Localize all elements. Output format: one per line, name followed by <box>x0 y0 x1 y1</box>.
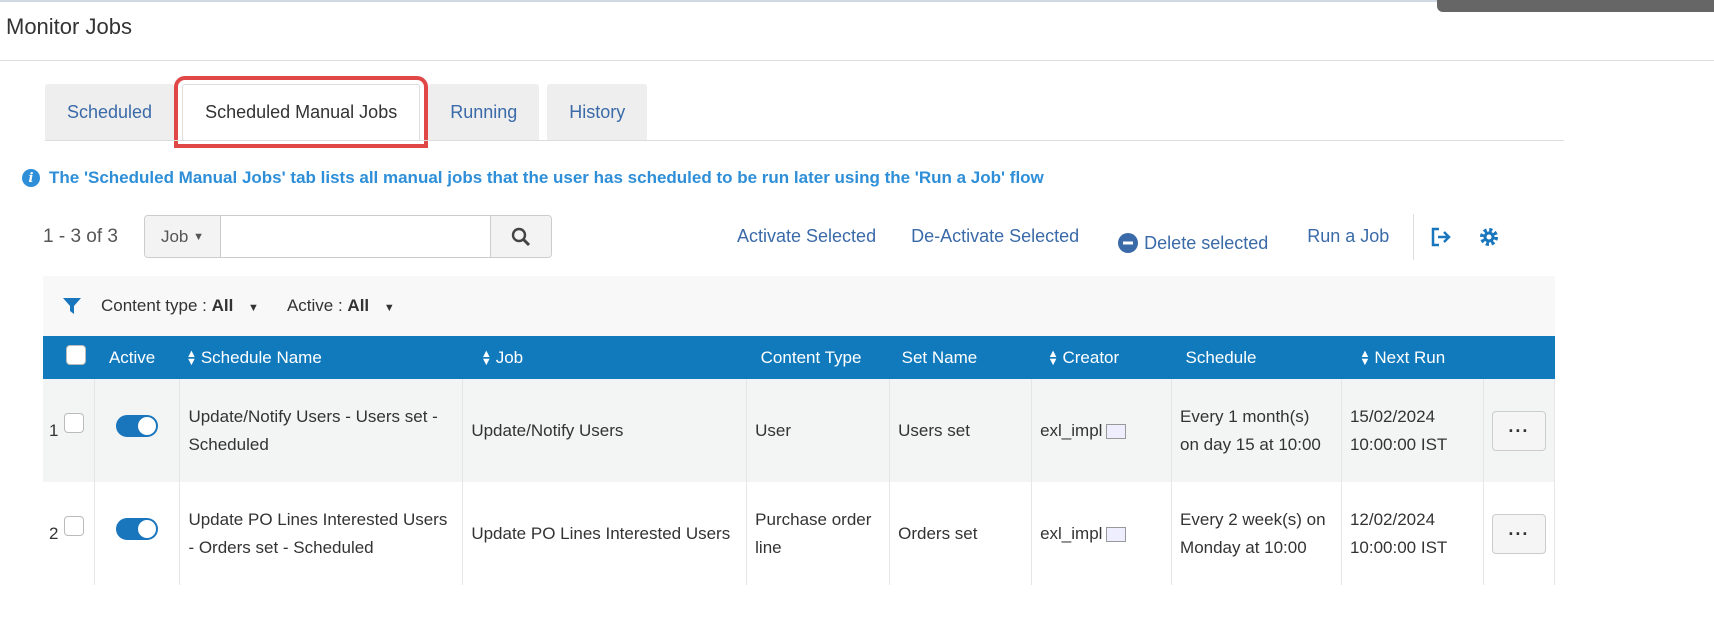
caret-down-icon: ▼ <box>383 302 395 314</box>
info-icon: i <box>22 169 40 187</box>
content-type: User <box>746 379 891 482</box>
caret-down-icon: ▼ <box>248 302 259 314</box>
content-type-filter-label: Content type : <box>101 296 207 315</box>
filter-icon <box>63 298 81 314</box>
tab-scheduled[interactable]: Scheduled <box>45 84 175 140</box>
more-icon: ··· <box>1508 420 1530 441</box>
table-row: 1 Update/Notify Users - Users set - Sche… <box>43 379 1556 482</box>
row-actions-button[interactable]: ··· <box>1491 410 1546 451</box>
set-name: Users set <box>889 379 1033 482</box>
table-header: Active ▲ ▼ Schedule Name ▲ ▼ Job Content Typ… <box>43 336 1555 379</box>
row-index: 2 <box>43 482 60 585</box>
sort-icon: ▲ ▼ <box>1359 348 1371 369</box>
creator-name: exl_impl <box>1040 523 1103 543</box>
next-run: 12/02/2024 10:00:00 IST <box>1341 482 1484 585</box>
set-name: Orders set <box>889 482 1033 585</box>
caret-down-icon: ▼ <box>193 230 205 243</box>
info-text: The 'Scheduled Manual Jobs' tab lists al… <box>49 168 1044 187</box>
top-border <box>0 0 1714 2</box>
sort-icon: ▲ ▼ <box>185 348 197 369</box>
deactivate-selected-button[interactable]: De-Activate Selected <box>911 226 1080 246</box>
active-filter-value: All <box>347 296 370 315</box>
toolbar-actions: Activate Selected De-Activate Selected D… <box>737 214 1714 260</box>
tab-history[interactable]: History <box>547 84 648 140</box>
next-run: 15/02/2024 10:00:00 IST <box>1341 379 1484 482</box>
row-checkbox[interactable] <box>63 516 84 536</box>
row-checkbox[interactable] <box>63 413 84 433</box>
row-actions-button[interactable]: ··· <box>1491 513 1546 554</box>
gear-icon <box>1480 228 1499 246</box>
job: Update/Notify Users <box>462 379 748 482</box>
schedule: Every 1 month(s) on day 15 at 10:00 <box>1171 379 1342 482</box>
tab-running[interactable]: Running <box>428 84 540 140</box>
table-row: 2 Update PO Lines Interested Users - Ord… <box>43 482 1556 585</box>
active-filter-label: Active : <box>286 296 343 315</box>
schedule-name: Update/Notify Users - Users set - Schedu… <box>179 379 464 482</box>
export-button[interactable] <box>1430 226 1452 260</box>
user-card-icon[interactable] <box>1106 526 1127 542</box>
row-index: 1 <box>43 379 60 482</box>
search-box: Job ▼ <box>144 215 552 258</box>
search-scope-label: Job <box>160 226 189 246</box>
creator: exl_impl <box>1031 379 1173 482</box>
header-creator[interactable]: ▲ ▼ Creator <box>1031 336 1172 379</box>
active-filter[interactable]: Active : All ▼ <box>287 296 395 316</box>
settings-button[interactable] <box>1478 226 1500 260</box>
content-type: Purchase order line <box>746 482 891 585</box>
header-content-type: Content Type <box>746 336 890 379</box>
active-toggle[interactable] <box>116 415 159 437</box>
page-title: Monitor Jobs <box>6 14 132 39</box>
tab-divider <box>45 140 1564 141</box>
job: Update PO Lines Interested Users <box>462 482 748 585</box>
more-icon: ··· <box>1508 523 1530 544</box>
search-icon <box>511 227 531 246</box>
select-all-checkbox[interactable] <box>65 345 86 365</box>
header-label: Schedule Name <box>200 347 322 367</box>
tab-scheduled-manual-jobs[interactable]: Scheduled Manual Jobs <box>174 76 429 148</box>
activate-selected-button[interactable]: Activate Selected <box>737 226 877 246</box>
top-bar <box>1437 0 1714 12</box>
header-label: Job <box>495 347 524 367</box>
header-next-run[interactable]: ▲ ▼ Next Run <box>1341 336 1484 379</box>
sort-icon: ▲ ▼ <box>1047 348 1059 369</box>
header-schedule: Schedule <box>1171 336 1342 379</box>
content-type-filter-value: All <box>211 296 234 315</box>
search-input[interactable] <box>221 216 490 257</box>
content-type-filter[interactable]: Content type : All ▼ <box>101 296 259 316</box>
header-active: Active <box>94 336 180 379</box>
sort-icon: ▲ ▼ <box>480 348 492 369</box>
delete-selected-button[interactable]: Delete selected <box>1118 226 1268 260</box>
header-label: Creator <box>1062 347 1120 367</box>
run-a-job-button[interactable]: Run a Job <box>1307 226 1390 246</box>
tabs: Scheduled Scheduled Manual Jobs Running … <box>45 76 648 148</box>
header-job[interactable]: ▲ ▼ Job <box>462 336 747 379</box>
filter-bar: Content type : All ▼ Active : All ▼ <box>43 276 1555 336</box>
schedule: Every 2 week(s) on Monday at 10:00 <box>1171 482 1342 585</box>
minus-circle-icon <box>1118 233 1139 253</box>
delete-selected-label: Delete selected <box>1144 232 1269 253</box>
creator-name: exl_impl <box>1040 420 1103 440</box>
result-count: 1 - 3 of 3 <box>43 226 118 247</box>
header-set-name: Set Name <box>889 336 1032 379</box>
creator: exl_impl <box>1031 482 1173 585</box>
search-button[interactable] <box>490 216 551 257</box>
user-card-icon[interactable] <box>1106 423 1127 439</box>
active-toggle[interactable] <box>116 518 159 540</box>
divider <box>0 60 1714 61</box>
header-schedule-name[interactable]: ▲ ▼ Schedule Name <box>179 336 463 379</box>
search-scope-dropdown[interactable]: Job ▼ <box>145 216 221 257</box>
header-label: Next Run <box>1374 347 1446 367</box>
info-message: i The 'Scheduled Manual Jobs' tab lists … <box>22 168 1044 188</box>
schedule-name: Update PO Lines Interested Users - Order… <box>179 482 464 585</box>
toolbar-divider <box>1413 214 1415 260</box>
jobs-table: Active ▲ ▼ Schedule Name ▲ ▼ Job Content Typ… <box>43 336 1556 585</box>
export-icon <box>1432 227 1452 247</box>
